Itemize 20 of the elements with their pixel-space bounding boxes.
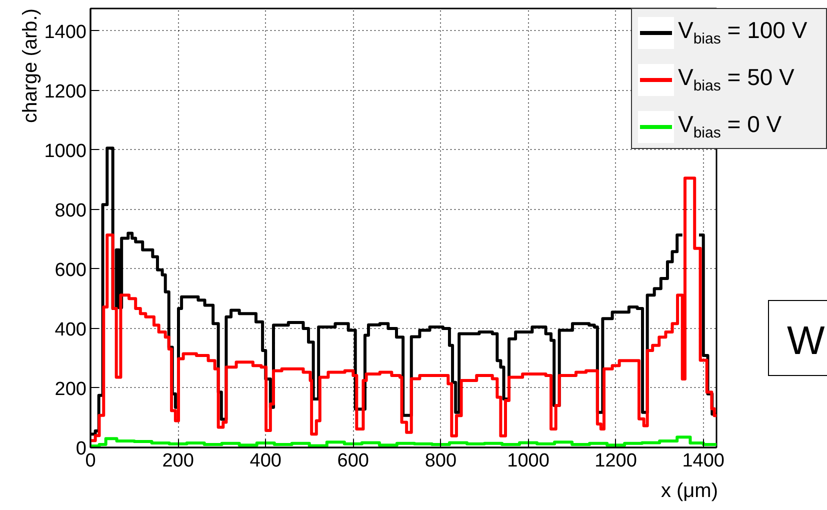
legend-label: V$_{bias}$ = 50 V	[678, 63, 794, 98]
x-tick-label: 200	[162, 450, 194, 472]
x-tick-label: 400	[250, 450, 282, 472]
y-tick-label: 800	[54, 200, 86, 222]
x-tick-label: 1400	[682, 450, 725, 472]
y-tick-label: 1200	[44, 81, 87, 102]
y-tick-label: 200	[54, 378, 86, 400]
legend-label: V$_{bias}$ = 0 V	[678, 110, 782, 144]
y-tick-label: 1400	[44, 22, 87, 43]
x-tick-label: 1000	[507, 450, 550, 472]
y-tick-label: 1000	[44, 140, 87, 162]
x-tick-label: 1200	[594, 450, 637, 472]
x-tick-label: 800	[424, 450, 457, 472]
y-axis-title: charge (arb.)	[20, 8, 42, 123]
legend-label: V$_{bias}$ = 100 V	[678, 16, 808, 50]
y-tick-label: 600	[54, 260, 86, 281]
x-tick-label: 600	[337, 450, 370, 472]
text: W	[768, 300, 827, 376]
y-tick-label: 400	[54, 319, 86, 340]
x-axis-title: x (μm)	[660, 479, 718, 504]
